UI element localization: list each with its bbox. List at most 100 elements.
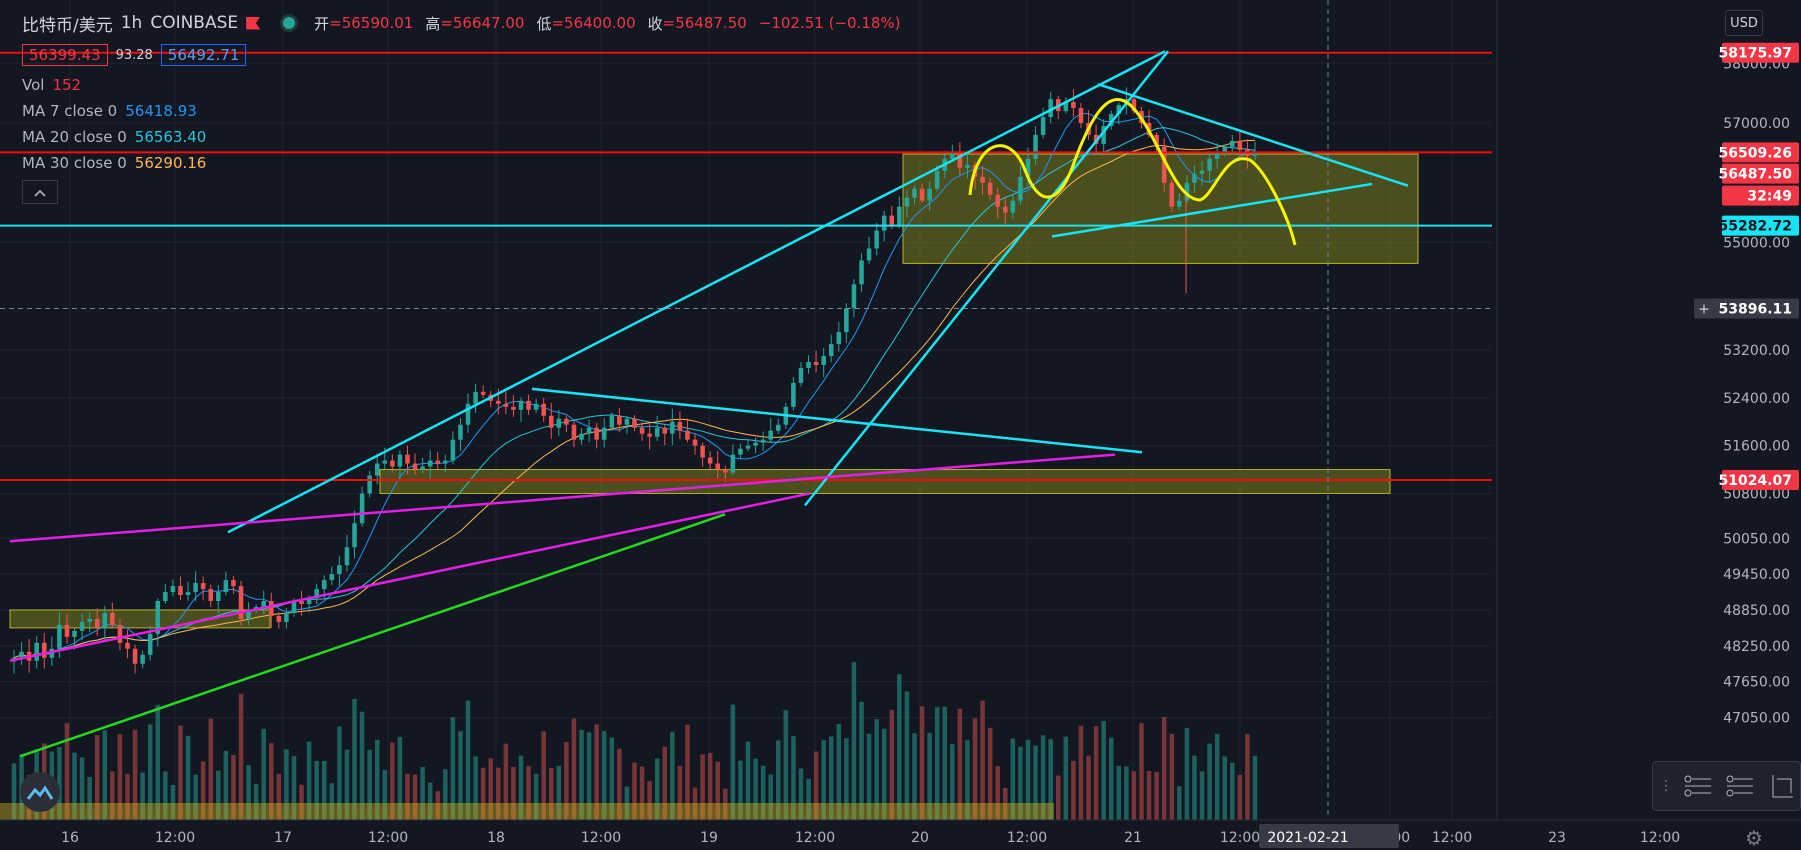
candle-body (1108, 114, 1114, 126)
drawing-tool-icon[interactable] (1723, 767, 1757, 805)
drawing-toolbar[interactable]: ⋮ (1652, 761, 1801, 811)
price-label-box (1722, 470, 1799, 491)
indicator-vol[interactable]: Vol 152 (22, 72, 905, 98)
candle-body (950, 152, 955, 159)
price-label-box (1722, 215, 1799, 236)
candle-body (147, 633, 153, 655)
time-tick-label: 12:00 (368, 830, 408, 846)
volume-bar (957, 708, 963, 820)
volume-bar (170, 784, 176, 820)
low-label: 低 (536, 14, 552, 33)
volume-bar (1207, 743, 1212, 820)
trendline-steep (804, 50, 1169, 507)
time-tick-label: 12:00 (1432, 830, 1472, 846)
volume-bar (533, 773, 539, 820)
candle-body (427, 460, 433, 467)
volume-bar (942, 706, 948, 820)
volume-bar (1154, 771, 1159, 820)
candle-body (1161, 146, 1167, 183)
ask-price[interactable]: 56492.71 (160, 44, 247, 66)
indicator-name: MA 20 close 0 (22, 128, 127, 146)
drag-handle-icon[interactable]: ⋮ (1659, 778, 1673, 794)
flag-icon[interactable] (246, 16, 261, 30)
logo-icon[interactable] (20, 772, 60, 812)
volume-bar (269, 743, 274, 820)
volume-bar (1025, 739, 1031, 820)
volume-bar (1146, 771, 1152, 820)
change-value: −102.51 (−0.18%) (758, 14, 901, 32)
collapse-legend-button[interactable] (22, 180, 58, 204)
indicator-ma7[interactable]: MA 7 close 0 56418.93 (22, 98, 905, 124)
symbol-row: 比特币/美元 1h COINBASE 开 =56590.01 高 =56647.00… (22, 10, 905, 36)
volume-bar (813, 751, 819, 820)
volume-bar (556, 765, 562, 820)
candle-body (791, 382, 796, 407)
settings-gear-icon[interactable]: ⚙ (1745, 826, 1763, 850)
indicator-name: MA 7 close 0 (22, 102, 118, 120)
volume-bar (685, 724, 690, 820)
candle-body (745, 445, 751, 449)
bid-price[interactable]: 56399.43 (22, 44, 108, 66)
volume-bar (851, 662, 857, 820)
candle-body (594, 427, 599, 440)
candle-body (889, 215, 895, 225)
volume-bar (359, 711, 365, 820)
volume-bar (496, 767, 501, 820)
candle-body (980, 176, 985, 183)
candle-body (670, 421, 675, 434)
volume-bar (200, 761, 206, 820)
indicator-ma30[interactable]: MA 30 close 0 56290.16 (22, 150, 905, 176)
volume-bar (526, 766, 531, 820)
indicator-name: Vol (22, 76, 45, 94)
time-tick-label: 12:00 (155, 830, 195, 846)
volume-bar (427, 782, 433, 820)
candle-body (503, 403, 509, 407)
candle-body (1003, 206, 1008, 213)
indicator-ma20[interactable]: MA 20 close 0 56563.40 (22, 124, 905, 150)
volume-bar (253, 783, 259, 820)
candle-body (435, 460, 441, 464)
volume-bar (753, 758, 758, 820)
volume-bar (1252, 755, 1258, 820)
candle-body (707, 457, 713, 464)
volume-bar (662, 746, 668, 820)
candle-body (405, 454, 410, 464)
volume-bar (1086, 755, 1091, 820)
volume-bar (1048, 739, 1053, 820)
volume-bar (548, 768, 554, 820)
candle-body (548, 415, 554, 428)
zone-early (9, 609, 271, 629)
symbol-name[interactable]: 比特币/美元 (22, 15, 113, 36)
open-label: 开 (314, 14, 330, 33)
volume-bar (987, 727, 993, 820)
candle-body (526, 400, 531, 410)
time-tick-label: 12:00 (1640, 830, 1680, 846)
volume-bar (1055, 775, 1061, 820)
time-tick-label: 20 (911, 830, 929, 846)
volume-bar (291, 756, 297, 820)
spread-value: 93.28 (115, 47, 153, 63)
candle-body (995, 194, 1000, 207)
zone-support (379, 469, 1391, 494)
candle-body (647, 433, 652, 437)
volume-bar (1245, 734, 1250, 820)
candle-body (269, 601, 274, 616)
candle-body (200, 583, 206, 590)
candle-body (844, 308, 849, 333)
candle-body (1033, 134, 1038, 159)
volume-bar (904, 691, 910, 820)
drawing-tool-icon[interactable] (1681, 767, 1715, 805)
currency-button[interactable]: USD (1725, 10, 1763, 36)
candle-body (897, 206, 902, 225)
candle-body (768, 430, 773, 440)
volume-bar (1237, 774, 1243, 820)
volume-bar (791, 736, 796, 820)
drawing-tool-icon[interactable] (1766, 767, 1800, 805)
candle-body (685, 430, 690, 440)
candle-body (49, 648, 55, 658)
volume-bar (79, 757, 85, 820)
interval-label[interactable]: 1h (120, 13, 143, 33)
